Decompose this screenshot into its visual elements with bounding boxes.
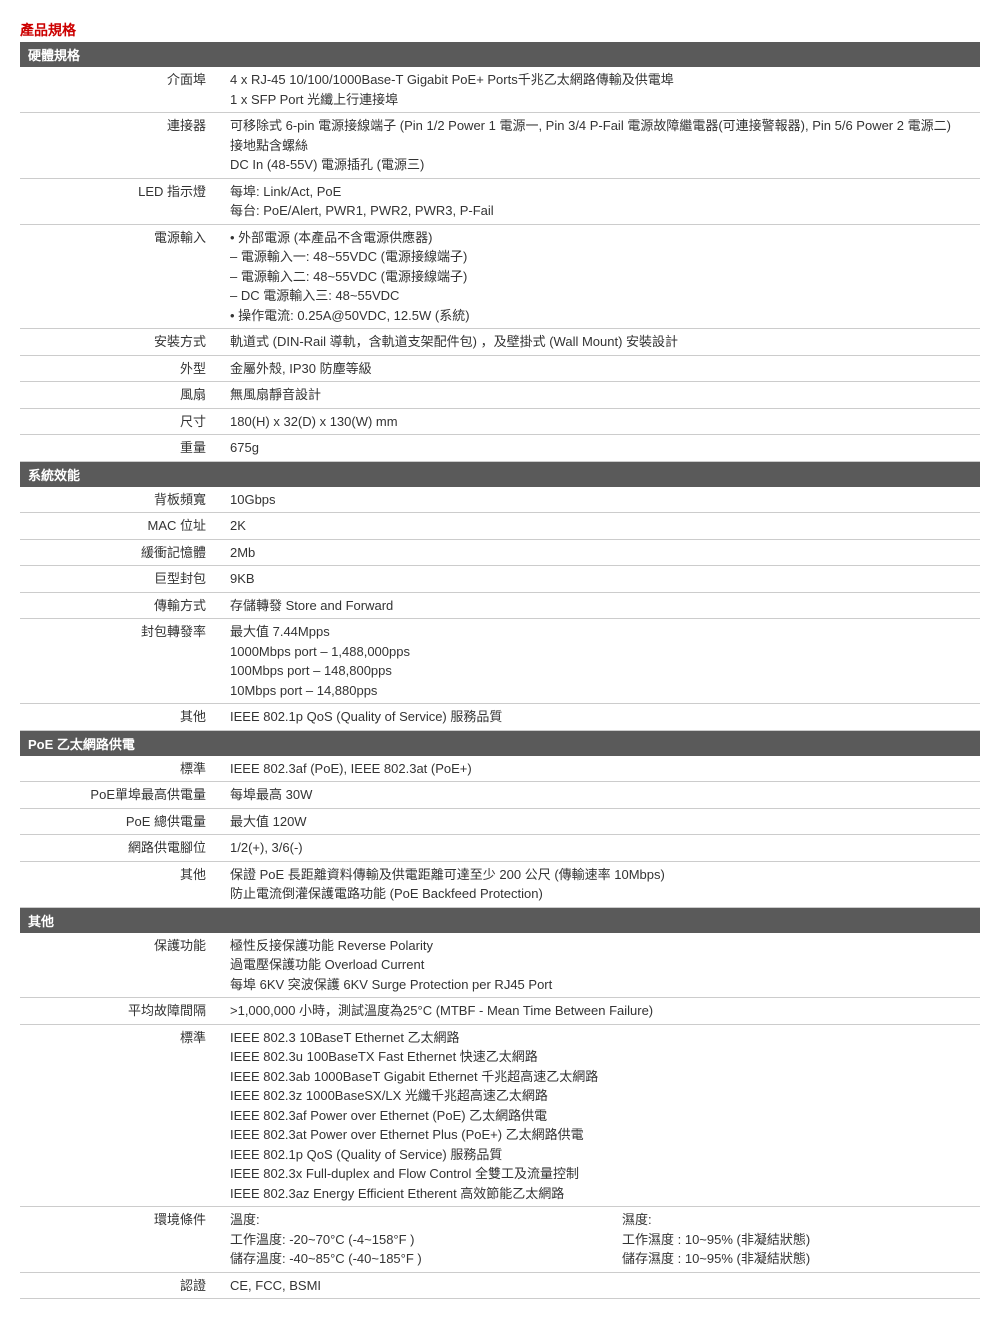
row-label: 背板頻寬 bbox=[20, 487, 224, 513]
row-value: IEEE 802.3af (PoE), IEEE 802.3at (PoE+) bbox=[224, 756, 980, 782]
spec-table: 標準IEEE 802.3af (PoE), IEEE 802.3at (PoE+… bbox=[20, 756, 980, 908]
table-row: 環境條件溫度: 濕度: 工作溫度: -20~70°C (-4~158°F ) 工作濕度… bbox=[20, 1207, 980, 1273]
spec-table-container: 硬體規格介面埠4 x RJ-45 10/100/1000Base-T Gigab… bbox=[20, 42, 980, 1299]
row-value: • 外部電源 (本產品不含電源供應器) – 電源輸入一: 48~55VDC (電… bbox=[224, 224, 980, 329]
row-label: 平均故障間隔 bbox=[20, 998, 224, 1025]
row-label: 巨型封包 bbox=[20, 566, 224, 593]
table-row: 連接器可移除式 6-pin 電源接線端子 (Pin 1/2 Power 1 電源… bbox=[20, 113, 980, 179]
row-value: 無風扇靜音設計 bbox=[224, 382, 980, 409]
table-row: 傳輸方式存儲轉發 Store and Forward bbox=[20, 592, 980, 619]
row-label: 標準 bbox=[20, 1024, 224, 1207]
section-header: 硬體規格 bbox=[20, 42, 980, 67]
env-cell: 工作溫度: -20~70°C (-4~158°F ) bbox=[230, 1230, 582, 1250]
row-label: PoE單埠最高供電量 bbox=[20, 782, 224, 809]
row-label: 安裝方式 bbox=[20, 329, 224, 356]
row-label: MAC 位址 bbox=[20, 513, 224, 540]
row-value: 存儲轉發 Store and Forward bbox=[224, 592, 980, 619]
row-value: 4 x RJ-45 10/100/1000Base-T Gigabit PoE+… bbox=[224, 67, 980, 113]
table-row: PoE 總供電量最大值 120W bbox=[20, 808, 980, 835]
row-value: 1/2(+), 3/6(-) bbox=[224, 835, 980, 862]
row-value: 10Gbps bbox=[224, 487, 980, 513]
table-row: 其他保證 PoE 長距離資料傳輸及供電距離可達至少 200 公尺 (傳輸速率 1… bbox=[20, 861, 980, 907]
table-row: 標準IEEE 802.3 10BaseT Ethernet 乙太網路 IEEE … bbox=[20, 1024, 980, 1207]
table-row: 介面埠4 x RJ-45 10/100/1000Base-T Gigabit P… bbox=[20, 67, 980, 113]
row-label: 封包轉發率 bbox=[20, 619, 224, 704]
env-cell: 儲存濕度 : 10~95% (非凝結狀態) bbox=[622, 1249, 974, 1269]
spec-title: 產品規格 bbox=[20, 20, 980, 40]
row-label: 重量 bbox=[20, 435, 224, 462]
row-value: 極性反接保護功能 Reverse Polarity 過電壓保護功能 Overlo… bbox=[224, 933, 980, 998]
table-row: 巨型封包9KB bbox=[20, 566, 980, 593]
env-cell: 工作濕度 : 10~95% (非凝結狀態) bbox=[622, 1230, 974, 1250]
section-header: PoE 乙太網路供電 bbox=[20, 731, 980, 756]
row-label: 電源輸入 bbox=[20, 224, 224, 329]
table-row: 背板頻寬10Gbps bbox=[20, 487, 980, 513]
table-row: 其他IEEE 802.1p QoS (Quality of Service) 服… bbox=[20, 704, 980, 731]
row-value: >1,000,000 小時，測試溫度為25°C (MTBF - Mean Tim… bbox=[224, 998, 980, 1025]
row-value: 最大值 7.44Mpps 1000Mbps port – 1,488,000pp… bbox=[224, 619, 980, 704]
table-row: 尺寸180(H) x 32(D) x 130(W) mm bbox=[20, 408, 980, 435]
table-row: 緩衝記憶體2Mb bbox=[20, 539, 980, 566]
row-label: 保護功能 bbox=[20, 933, 224, 998]
row-value: 9KB bbox=[224, 566, 980, 593]
row-label: 標準 bbox=[20, 756, 224, 782]
spec-table: 背板頻寬10GbpsMAC 位址2K緩衝記憶體2Mb巨型封包9KB傳輸方式存儲轉… bbox=[20, 487, 980, 731]
table-row: PoE單埠最高供電量每埠最高 30W bbox=[20, 782, 980, 809]
table-row: 認證CE, FCC, BSMI bbox=[20, 1272, 980, 1299]
env-cell: 溫度: bbox=[230, 1210, 582, 1230]
row-label: 認證 bbox=[20, 1272, 224, 1299]
row-label: 介面埠 bbox=[20, 67, 224, 113]
env-cell: 儲存溫度: -40~85°C (-40~185°F ) bbox=[230, 1249, 582, 1269]
spec-table: 介面埠4 x RJ-45 10/100/1000Base-T Gigabit P… bbox=[20, 67, 980, 462]
row-value: 可移除式 6-pin 電源接線端子 (Pin 1/2 Power 1 電源一, … bbox=[224, 113, 980, 179]
row-value: 保證 PoE 長距離資料傳輸及供電距離可達至少 200 公尺 (傳輸速率 10M… bbox=[224, 861, 980, 907]
row-label: 連接器 bbox=[20, 113, 224, 179]
row-value: 每埠: Link/Act, PoE 每台: PoE/Alert, PWR1, P… bbox=[224, 178, 980, 224]
row-value: 軌道式 (DIN-Rail 導軌，含軌道支架配件包) ，及壁掛式 (Wall M… bbox=[224, 329, 980, 356]
row-label: LED 指示燈 bbox=[20, 178, 224, 224]
table-row: 標準IEEE 802.3af (PoE), IEEE 802.3at (PoE+… bbox=[20, 756, 980, 782]
table-row: 重量675g bbox=[20, 435, 980, 462]
row-value: IEEE 802.1p QoS (Quality of Service) 服務品… bbox=[224, 704, 980, 731]
table-row: 封包轉發率最大值 7.44Mpps 1000Mbps port – 1,488,… bbox=[20, 619, 980, 704]
env-cell: 濕度: bbox=[622, 1210, 974, 1230]
row-value: IEEE 802.3 10BaseT Ethernet 乙太網路 IEEE 80… bbox=[224, 1024, 980, 1207]
row-value: 675g bbox=[224, 435, 980, 462]
spec-table: 保護功能極性反接保護功能 Reverse Polarity 過電壓保護功能 Ov… bbox=[20, 933, 980, 1300]
row-label: 傳輸方式 bbox=[20, 592, 224, 619]
table-row: 安裝方式軌道式 (DIN-Rail 導軌，含軌道支架配件包) ，及壁掛式 (Wa… bbox=[20, 329, 980, 356]
section-header: 系統效能 bbox=[20, 462, 980, 487]
row-label: 環境條件 bbox=[20, 1207, 224, 1273]
table-row: 電源輸入• 外部電源 (本產品不含電源供應器) – 電源輸入一: 48~55VD… bbox=[20, 224, 980, 329]
row-label: PoE 總供電量 bbox=[20, 808, 224, 835]
row-value: 2K bbox=[224, 513, 980, 540]
table-row: 保護功能極性反接保護功能 Reverse Polarity 過電壓保護功能 Ov… bbox=[20, 933, 980, 998]
table-row: 網路供電腳位1/2(+), 3/6(-) bbox=[20, 835, 980, 862]
row-value: 金屬外殼, IP30 防塵等級 bbox=[224, 355, 980, 382]
table-row: LED 指示燈每埠: Link/Act, PoE 每台: PoE/Alert, … bbox=[20, 178, 980, 224]
row-label: 網路供電腳位 bbox=[20, 835, 224, 862]
section-header: 其他 bbox=[20, 908, 980, 933]
table-row: 風扇無風扇靜音設計 bbox=[20, 382, 980, 409]
row-value: 最大值 120W bbox=[224, 808, 980, 835]
row-value: 溫度: 濕度: 工作溫度: -20~70°C (-4~158°F ) 工作濕度 : 1… bbox=[224, 1207, 980, 1273]
table-row: MAC 位址2K bbox=[20, 513, 980, 540]
row-value: 每埠最高 30W bbox=[224, 782, 980, 809]
row-label: 尺寸 bbox=[20, 408, 224, 435]
row-label: 外型 bbox=[20, 355, 224, 382]
row-value: 2Mb bbox=[224, 539, 980, 566]
row-label: 風扇 bbox=[20, 382, 224, 409]
table-row: 平均故障間隔>1,000,000 小時，測試溫度為25°C (MTBF - Me… bbox=[20, 998, 980, 1025]
table-row: 外型金屬外殼, IP30 防塵等級 bbox=[20, 355, 980, 382]
row-value: CE, FCC, BSMI bbox=[224, 1272, 980, 1299]
row-label: 其他 bbox=[20, 861, 224, 907]
row-label: 緩衝記憶體 bbox=[20, 539, 224, 566]
row-value: 180(H) x 32(D) x 130(W) mm bbox=[224, 408, 980, 435]
row-label: 其他 bbox=[20, 704, 224, 731]
